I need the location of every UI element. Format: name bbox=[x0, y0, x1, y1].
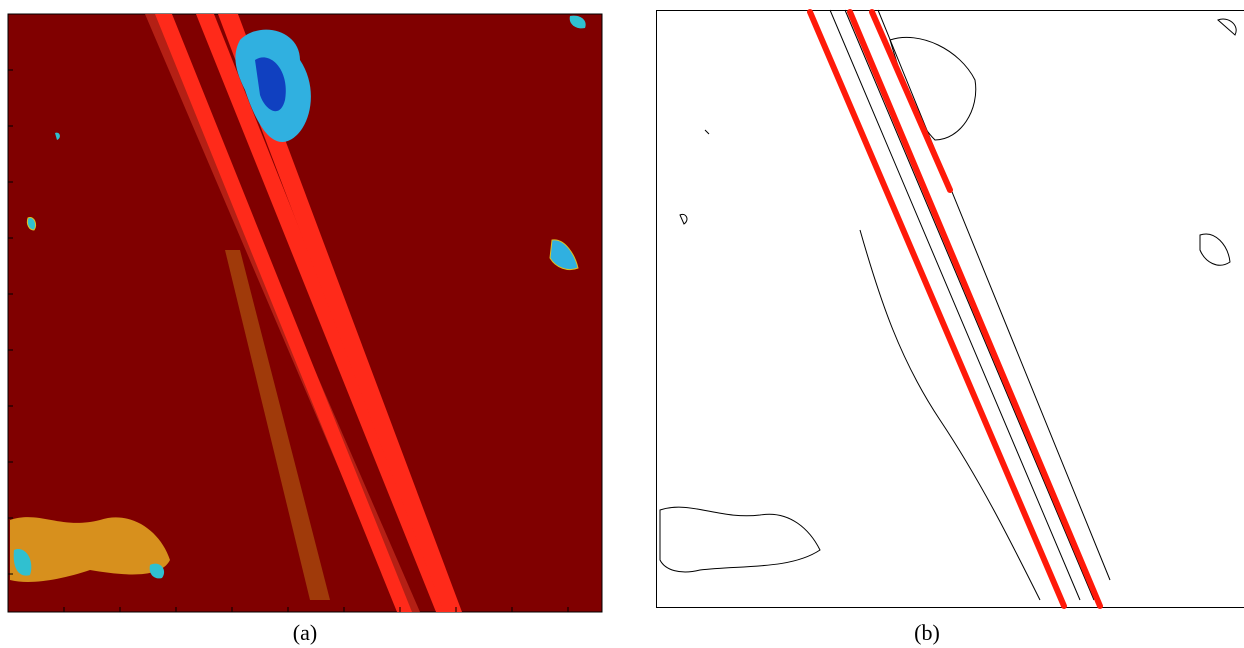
caption: (b) bbox=[914, 620, 940, 645]
blob bbox=[569, 15, 586, 29]
stripe bbox=[155, 14, 412, 612]
blob bbox=[26, 216, 37, 231]
blob bbox=[10, 517, 170, 582]
blob bbox=[149, 563, 165, 579]
contours bbox=[659, 9, 1237, 601]
contour-image bbox=[656, 10, 1244, 608]
ticks bbox=[8, 69, 569, 612]
blob bbox=[13, 549, 32, 576]
blob bbox=[55, 132, 60, 140]
panel-b: (b) bbox=[656, 9, 1244, 645]
blob bbox=[549, 239, 579, 271]
detected-lines bbox=[807, 9, 1103, 609]
panel-a: (a) bbox=[7, 13, 603, 645]
caption: (a) bbox=[293, 620, 317, 645]
blob bbox=[255, 57, 286, 112]
speckle bbox=[225, 250, 330, 600]
stripe bbox=[218, 14, 462, 612]
